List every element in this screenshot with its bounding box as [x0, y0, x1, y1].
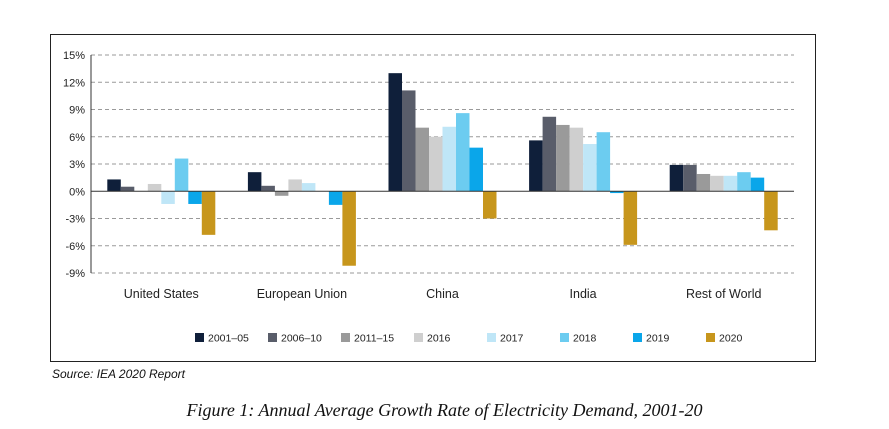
bar: [556, 124, 570, 192]
bar: [402, 90, 416, 192]
category-label: United States: [124, 287, 199, 301]
legend-label: 2011–15: [354, 333, 394, 345]
bar: [188, 191, 202, 204]
y-tick-label: 0%: [69, 186, 85, 198]
legend-swatch: [633, 333, 642, 342]
bar: [301, 183, 316, 192]
legend: 2001–05 2006–10 2011–15 2016 2017 2018 2019 202…: [195, 333, 743, 345]
bar: [696, 173, 711, 192]
bar: [147, 183, 162, 192]
bar: [529, 140, 543, 192]
legend-label: 2006–10: [281, 333, 322, 345]
category-label: European Union: [257, 287, 347, 301]
category-label: India: [570, 287, 597, 301]
bar: [542, 116, 557, 192]
legend-swatch: [487, 333, 496, 342]
bar: [442, 126, 456, 192]
bar: [161, 191, 175, 204]
y-tick-label: 3%: [69, 159, 85, 171]
bar: [669, 164, 684, 192]
bar: [764, 191, 778, 231]
bar: [737, 172, 751, 192]
legend-label: 2016: [427, 333, 451, 345]
y-tick-labels: 15% 12% 9% 6% 3% 0% -3% -6% -9%: [63, 50, 85, 280]
chart-frame: 15% 12% 9% 6% 3% 0% -3% -6% -9% United States Eur…: [50, 34, 816, 362]
y-tick-label: -6%: [65, 241, 85, 253]
bar: [274, 191, 289, 196]
bar: [750, 177, 765, 192]
figure-caption: Figure 1: Annual Average Growth Rate of …: [186, 400, 703, 420]
category-label: China: [426, 287, 459, 301]
bar: [120, 186, 135, 192]
bar: [569, 127, 584, 192]
legend-swatch: [268, 333, 277, 342]
bar: [388, 73, 402, 192]
legend-swatch: [706, 333, 715, 342]
bar: [456, 113, 470, 192]
bar: [723, 175, 738, 192]
bar: [683, 164, 697, 192]
legend-label: 2020: [719, 333, 743, 345]
bar: [596, 132, 611, 192]
bar: [201, 191, 216, 235]
legend-swatch: [560, 333, 569, 342]
source-note: Source: IEA 2020 Report: [52, 367, 185, 381]
category-label: Rest of World: [686, 287, 762, 301]
legend-label: 2001–05: [208, 333, 249, 345]
legend-label: 2017: [500, 333, 524, 345]
bar: [261, 185, 275, 192]
bar: [174, 158, 189, 192]
bar: [710, 175, 724, 192]
bar: [342, 191, 356, 266]
bar: [429, 136, 443, 192]
y-tick-label: 6%: [69, 132, 85, 144]
bar: [328, 191, 343, 205]
bar: [415, 127, 429, 192]
bar-chart: 15% 12% 9% 6% 3% 0% -3% -6% -9% United States Eur…: [63, 50, 794, 345]
y-tick-label: 12%: [63, 77, 85, 89]
y-tick-label: 15%: [63, 50, 85, 62]
bar: [610, 191, 624, 194]
bar: [469, 147, 483, 192]
legend-swatch: [341, 333, 350, 342]
bar: [247, 172, 262, 192]
bar: [288, 179, 302, 192]
legend-swatch: [414, 333, 423, 342]
y-tick-label: -9%: [65, 268, 85, 280]
y-tick-label: -3%: [65, 214, 85, 226]
legend-swatch: [195, 333, 204, 342]
legend-label: 2018: [573, 333, 597, 345]
legend-label: 2019: [646, 333, 670, 345]
axes: [90, 55, 794, 273]
bar: [107, 179, 121, 192]
bar: [583, 144, 597, 192]
category-labels: United States European Union China India Res…: [124, 287, 762, 301]
bar: [483, 191, 497, 219]
bars: [107, 73, 778, 266]
bar: [623, 191, 638, 245]
y-tick-label: 9%: [69, 105, 85, 117]
